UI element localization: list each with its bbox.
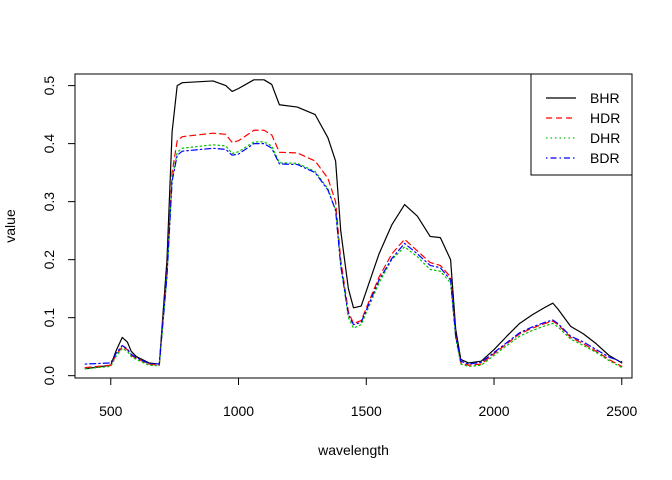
series-line-bdr bbox=[84, 143, 623, 365]
y-axis: 0.0 0.1 0.2 0.3 0.4 0.5 bbox=[41, 76, 76, 386]
legend-label-bhr: BHR bbox=[590, 90, 620, 106]
legend-label-dhr: DHR bbox=[590, 130, 620, 146]
x-tick-label: 2000 bbox=[478, 403, 509, 419]
y-tick-label: 0.4 bbox=[41, 134, 57, 154]
legend-box bbox=[530, 73, 633, 176]
x-tick-label: 1500 bbox=[351, 403, 382, 419]
x-axis-title: wavelength bbox=[317, 442, 389, 458]
y-axis-title: value bbox=[2, 209, 18, 243]
legend-label-bdr: BDR bbox=[590, 150, 620, 166]
series-line-hdr bbox=[84, 129, 623, 369]
y-tick-label: 0.3 bbox=[41, 192, 57, 212]
x-axis: 500 1000 1500 2000 2500 bbox=[99, 377, 638, 419]
legend: BHR HDR DHR BDR bbox=[530, 73, 633, 176]
y-tick-label: 0.1 bbox=[41, 308, 57, 328]
legend-label-hdr: HDR bbox=[590, 110, 620, 126]
x-tick-label: 2500 bbox=[606, 403, 637, 419]
x-tick-label: 1000 bbox=[223, 403, 254, 419]
series-layer bbox=[84, 79, 623, 370]
y-tick-label: 0.0 bbox=[41, 366, 57, 386]
x-tick-label: 500 bbox=[99, 403, 123, 419]
y-tick-label: 0.2 bbox=[41, 250, 57, 270]
y-tick-label: 0.5 bbox=[41, 76, 57, 96]
